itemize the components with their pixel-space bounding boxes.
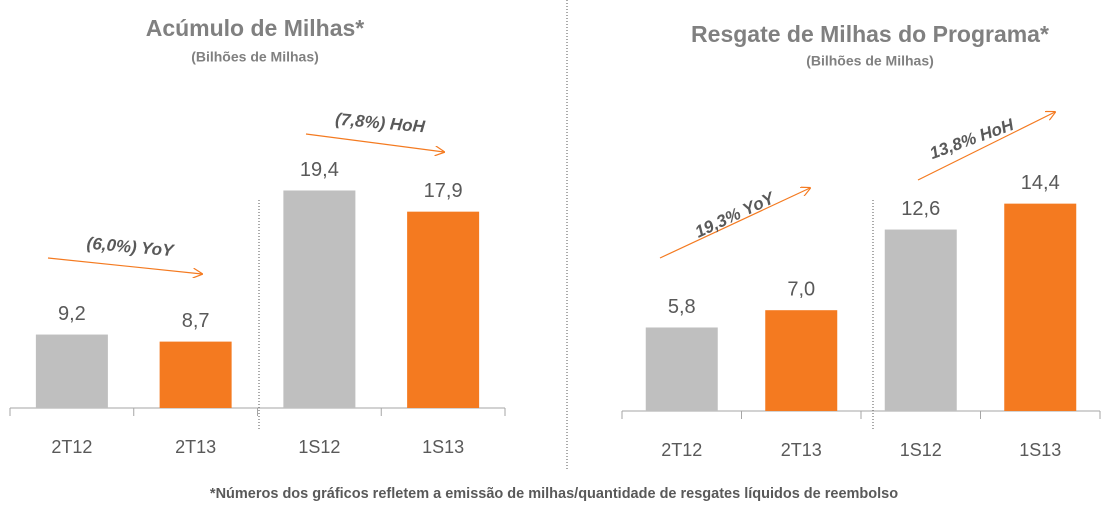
- footnote: *Números dos gráficos refletem a emissão…: [210, 486, 898, 502]
- value-label: 14,4: [1021, 172, 1060, 194]
- chart-title: Acúmulo de Milhas*: [146, 15, 365, 41]
- value-label: 17,9: [424, 180, 463, 202]
- x-tick-label: 1S13: [422, 437, 464, 457]
- bar: [35, 334, 108, 408]
- bar: [283, 190, 356, 408]
- x-tick-label: 2T12: [661, 440, 702, 460]
- bar: [407, 211, 480, 408]
- annotation: (6,0%) YoY: [86, 234, 176, 261]
- bar: [1004, 203, 1077, 411]
- x-tick-label: 1S12: [298, 437, 340, 457]
- x-tick-label: 2T13: [781, 440, 822, 460]
- value-label: 12,6: [901, 198, 940, 220]
- x-tick-label: 1S13: [1019, 440, 1061, 460]
- value-label: 8,7: [182, 310, 210, 332]
- bar: [884, 229, 957, 411]
- annotation-arrow: [659, 188, 810, 259]
- value-label: 19,4: [300, 159, 339, 181]
- value-label: 7,0: [787, 278, 815, 300]
- bar: [765, 310, 838, 411]
- bar: [159, 341, 232, 408]
- value-label: 9,2: [58, 303, 86, 325]
- x-tick-label: 2T12: [51, 437, 92, 457]
- annotation-arrow: [305, 133, 444, 152]
- annotation: 13,8% HoH: [927, 115, 1017, 163]
- annotation-arrow: [917, 112, 1055, 181]
- annotation-arrow: [47, 257, 202, 274]
- chart-subtitle: (Bilhões de Milhas): [191, 49, 319, 65]
- bar: [645, 327, 718, 411]
- x-tick-label: 2T13: [175, 437, 216, 457]
- chart-title: Resgate de Milhas do Programa*: [691, 21, 1049, 47]
- annotation: (7,8%) HoH: [335, 110, 427, 137]
- x-tick-label: 1S12: [900, 440, 942, 460]
- value-label: 5,8: [668, 296, 696, 318]
- annotation: 19,3% YoY: [692, 188, 779, 242]
- chart-subtitle: (Bilhões de Milhas): [806, 53, 934, 69]
